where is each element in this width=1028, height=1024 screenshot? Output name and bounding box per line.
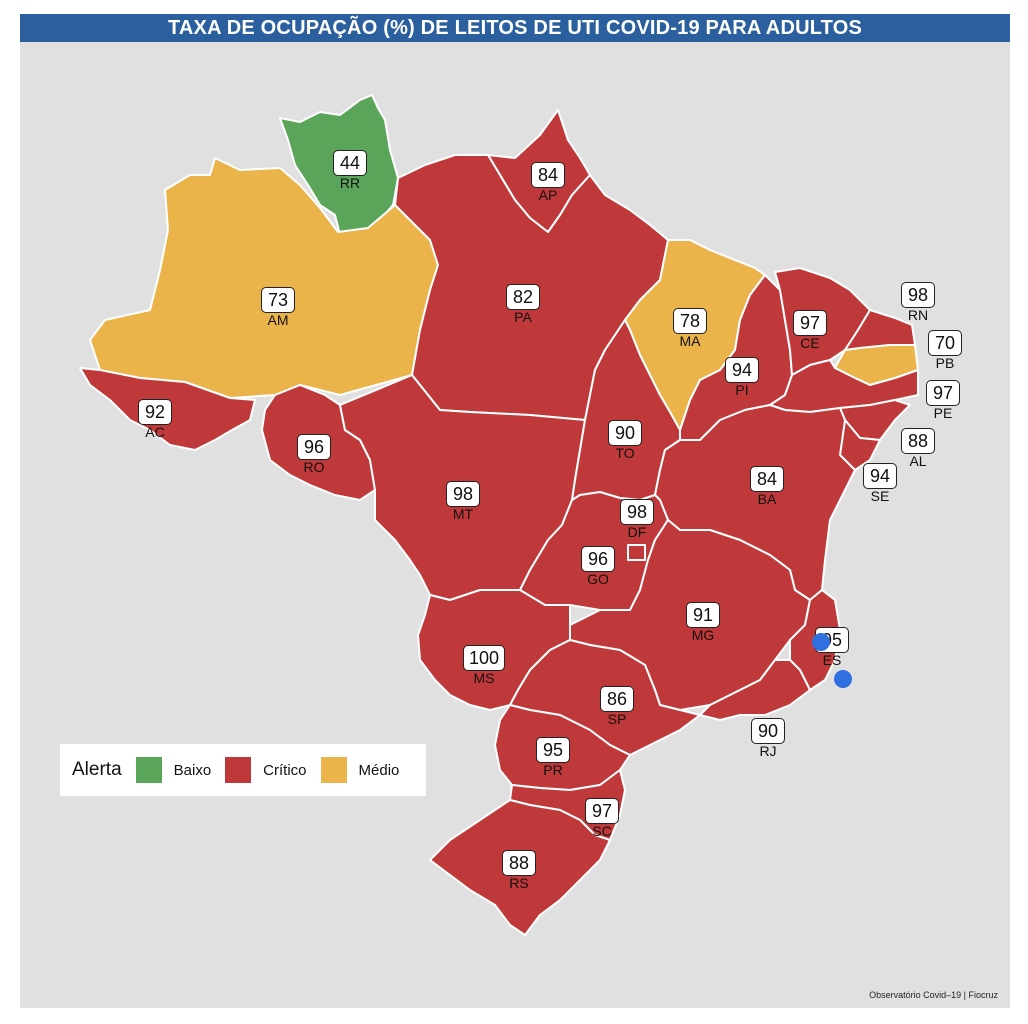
state-value: 91 — [686, 602, 720, 628]
state-label-pe: 97 PE — [926, 380, 960, 421]
state-value: 97 — [585, 798, 619, 824]
state-value: 84 — [750, 466, 784, 492]
state-value: 88 — [901, 428, 935, 454]
legend-title: Alerta — [72, 759, 122, 780]
state-abbr: PR — [543, 762, 563, 778]
state-label-rn: 98 RN — [901, 282, 935, 323]
state-abbr: BA — [757, 491, 777, 507]
selection-handle-bottom[interactable] — [834, 670, 852, 688]
state-label-ba: 84 BA — [750, 466, 784, 507]
state-abbr: MT — [452, 506, 474, 522]
state-value: 90 — [608, 420, 642, 446]
legend-label-critico: Crítico — [263, 761, 307, 779]
state-abbr: RS — [509, 875, 529, 891]
state-shape-df[interactable] — [627, 544, 646, 561]
state-label-df: 98 DF — [620, 499, 654, 540]
state-value: 90 — [751, 718, 785, 744]
state-label-ma: 78 MA — [673, 308, 707, 349]
state-label-al: 88 AL — [901, 428, 935, 469]
state-abbr: RJ — [759, 743, 777, 759]
state-abbr: AM — [267, 312, 289, 328]
state-value: 82 — [506, 284, 540, 310]
state-value: 94 — [725, 357, 759, 383]
state-value: 96 — [581, 546, 615, 572]
state-label-sp: 86 SP — [600, 686, 634, 727]
state-label-rr: 44 RR — [333, 150, 367, 191]
legend: Alerta Baixo Crítico Médio — [60, 744, 426, 796]
legend-label-medio: Médio — [358, 761, 400, 779]
state-value: 100 — [462, 645, 506, 671]
state-abbr: AC — [145, 424, 165, 440]
state-value: 98 — [620, 499, 654, 525]
state-abbr: AL — [909, 453, 927, 469]
state-abbr: AP — [538, 187, 558, 203]
state-value: 98 — [446, 481, 480, 507]
state-label-ro: 96 RO — [297, 434, 331, 475]
state-label-pr: 95 PR — [536, 737, 570, 778]
legend-swatch-baixo — [135, 757, 162, 783]
state-abbr: RN — [907, 307, 929, 323]
state-label-sc: 97 SC — [585, 798, 619, 839]
state-value: 86 — [600, 686, 634, 712]
state-value: 94 — [863, 463, 897, 489]
map-title: TAXA DE OCUPAÇÃO (%) DE LEITOS DE UTI CO… — [20, 14, 1010, 42]
state-label-ms: 100 MS — [462, 645, 506, 686]
state-label-rj: 90 RJ — [751, 718, 785, 759]
state-abbr: SP — [607, 711, 627, 727]
state-abbr: PA — [514, 309, 532, 325]
state-value: 44 — [333, 150, 367, 176]
state-abbr: SC — [592, 823, 612, 839]
state-abbr: ES — [822, 652, 842, 668]
state-label-rs: 88 RS — [502, 850, 536, 891]
state-abbr: MG — [691, 627, 715, 643]
state-value: 78 — [673, 308, 707, 334]
state-label-ce: 97 CE — [793, 310, 827, 351]
state-label-se: 94 SE — [863, 463, 897, 504]
state-label-ac: 92 AC — [138, 399, 172, 440]
state-abbr: PB — [935, 355, 955, 371]
state-shape-rj[interactable] — [699, 659, 811, 721]
state-value: 95 — [536, 737, 570, 763]
state-abbr: CE — [800, 335, 820, 351]
legend-label-baixo: Baixo — [173, 761, 212, 779]
state-abbr: SE — [870, 488, 890, 504]
state-abbr: RO — [303, 459, 325, 475]
state-value: 96 — [297, 434, 331, 460]
state-label-am: 73 AM — [261, 287, 295, 328]
selection-handle-top[interactable] — [812, 633, 830, 651]
legend-swatch-medio — [320, 757, 347, 783]
state-value: 92 — [138, 399, 172, 425]
legend-swatch-critico — [225, 757, 252, 783]
state-value: 97 — [793, 310, 827, 336]
state-abbr: TO — [615, 445, 635, 461]
state-label-mg: 91 MG — [686, 602, 720, 643]
state-value: 98 — [901, 282, 935, 308]
state-abbr: MS — [473, 670, 495, 686]
state-abbr: RR — [339, 175, 361, 191]
state-abbr: PE — [933, 405, 953, 421]
state-value: 97 — [926, 380, 960, 406]
state-label-ap: 84 AP — [531, 162, 565, 203]
state-abbr: MA — [679, 333, 701, 349]
state-value: 84 — [531, 162, 565, 188]
state-value: 88 — [502, 850, 536, 876]
state-label-mt: 98 MT — [446, 481, 480, 522]
state-label-pa: 82 PA — [506, 284, 540, 325]
state-abbr: PI — [735, 382, 749, 398]
state-value: 70 — [928, 330, 962, 356]
state-abbr: DF — [627, 524, 647, 540]
state-label-pb: 70 PB — [928, 330, 962, 371]
state-value: 73 — [261, 287, 295, 313]
state-label-go: 96 GO — [581, 546, 615, 587]
state-abbr: GO — [587, 571, 609, 587]
state-label-pi: 94 PI — [725, 357, 759, 398]
state-label-to: 90 TO — [608, 420, 642, 461]
credit-text: Observatório Covid–19 | Fiocruz — [869, 990, 998, 1000]
